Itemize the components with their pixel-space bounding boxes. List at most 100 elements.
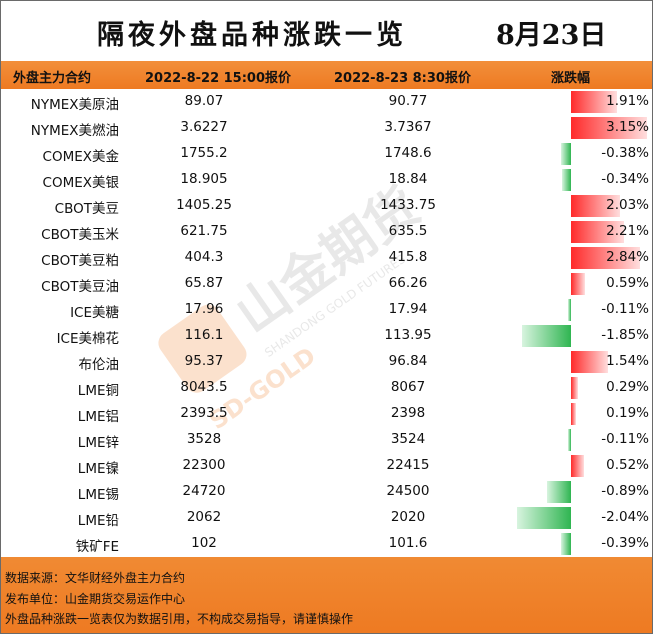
change-bar-up [571, 221, 624, 243]
contract-name: LME铜 [77, 383, 119, 399]
change-bar-up [571, 403, 576, 425]
prev-price: 89.07 [184, 93, 224, 109]
contract-name: ICE美棉花 [56, 331, 119, 347]
prev-price: 1755.2 [180, 145, 228, 161]
change-percent: 3.15% [606, 119, 649, 135]
change-percent: 2.84% [606, 249, 649, 265]
header-curr: 2022-8-23 8:30报价 [334, 71, 471, 86]
change-bar-up [571, 195, 620, 217]
change-percent: -0.11% [601, 431, 649, 447]
change-percent: -0.39% [601, 535, 649, 551]
prev-price: 22300 [182, 457, 226, 473]
change-bar-down [562, 169, 571, 191]
curr-price: 90.77 [388, 93, 428, 109]
change-percent: 0.29% [606, 379, 649, 395]
table-row: NYMEX美原油 89.07 90.77 1.91% [1, 89, 652, 115]
prev-price: 621.75 [180, 223, 228, 239]
change-bar-down [517, 507, 571, 529]
change-percent: 1.91% [606, 93, 649, 109]
change-percent: 1.54% [606, 353, 649, 369]
change-percent: -0.38% [601, 145, 649, 161]
change-bar-down [568, 429, 571, 451]
curr-price: 415.8 [388, 249, 428, 265]
curr-price: 2398 [390, 405, 426, 421]
curr-price: 3524 [390, 431, 426, 447]
prev-price: 18.905 [180, 171, 228, 187]
table-row: COMEX美金 1755.2 1748.6 -0.38% [1, 141, 652, 167]
page-title: 隔夜外盘品种涨跌一览 [97, 20, 407, 51]
prev-price: 1405.25 [176, 197, 232, 213]
prev-price: 17.96 [184, 301, 224, 317]
contract-name: NYMEX美原油 [30, 97, 119, 113]
contract-name: LME铝 [77, 409, 119, 425]
change-bar-down [522, 325, 571, 347]
contract-name: CBOT美豆油 [41, 279, 119, 295]
prev-price: 2393.5 [180, 405, 228, 421]
change-percent: 2.21% [606, 223, 649, 239]
change-percent: -2.04% [601, 509, 649, 525]
footer-source: 数据来源：文华财经外盘主力合约 [5, 571, 186, 585]
prev-price: 116.1 [184, 327, 224, 343]
header-prev: 2022-8-22 15:00报价 [145, 71, 292, 86]
curr-price: 635.5 [388, 223, 428, 239]
change-percent: -0.11% [601, 301, 649, 317]
table-row: CBOT美玉米 621.75 635.5 2.21% [1, 219, 652, 245]
change-bar-up [571, 247, 640, 269]
change-bar-down [568, 299, 571, 321]
curr-price: 66.26 [388, 275, 428, 291]
table-row: CBOT美豆粕 404.3 415.8 2.84% [1, 245, 652, 271]
prev-price: 3528 [186, 431, 222, 447]
contract-name: NYMEX美燃油 [30, 123, 119, 139]
change-bar-up [571, 273, 585, 295]
contract-name: CBOT美玉米 [41, 227, 119, 243]
curr-price: 2020 [390, 509, 426, 525]
prev-price: 404.3 [184, 249, 224, 265]
table-row: ICE美糖 17.96 17.94 -0.11% [1, 297, 652, 323]
curr-price: 17.94 [388, 301, 428, 317]
change-percent: 0.19% [606, 405, 649, 421]
table-row: ICE美棉花 116.1 113.95 -1.85% [1, 323, 652, 349]
change-bar-up [571, 377, 578, 399]
prev-price: 102 [191, 535, 217, 551]
curr-price: 18.84 [388, 171, 428, 187]
table-row: CBOT美豆 1405.25 1433.75 2.03% [1, 193, 652, 219]
header-change: 涨跌幅 [551, 71, 591, 86]
footer: 数据来源：文华财经外盘主力合约 发布单位：山金期货交易运作中心 外盘品种涨跌一览… [1, 557, 652, 633]
table-row: LME铜 8043.5 8067 0.29% [1, 375, 652, 401]
curr-price: 1748.6 [384, 145, 432, 161]
prev-price: 95.37 [184, 353, 224, 369]
change-percent: -0.89% [601, 483, 649, 499]
change-bar-down [561, 533, 571, 555]
curr-price: 96.84 [388, 353, 428, 369]
change-percent: 0.59% [606, 275, 649, 291]
table-row: 铁矿FE 102 101.6 -0.39% [1, 531, 652, 557]
curr-price: 1433.75 [380, 197, 436, 213]
contract-name: 布伦油 [78, 357, 120, 373]
change-bar-up [571, 351, 608, 373]
curr-price: 3.7367 [384, 119, 432, 135]
contract-name: COMEX美银 [42, 175, 119, 191]
table-row: LME锡 24720 24500 -0.89% [1, 479, 652, 505]
contract-name: COMEX美金 [42, 149, 119, 165]
table-row: LME镍 22300 22415 0.52% [1, 453, 652, 479]
table-row: COMEX美银 18.905 18.84 -0.34% [1, 167, 652, 193]
table-header: 外盘主力合约 2022-8-22 15:00报价 2022-8-23 8:30报… [1, 61, 652, 89]
contract-name: LME锌 [77, 435, 119, 451]
prev-price: 8043.5 [180, 379, 228, 395]
change-percent: 0.52% [606, 457, 649, 473]
footer-publisher: 发布单位：山金期货交易运作中心 [5, 592, 186, 606]
table-row: LME铝 2393.5 2398 0.19% [1, 401, 652, 427]
change-bar-up [571, 455, 584, 477]
contract-name: LME镍 [77, 461, 119, 477]
contract-name: LME铅 [77, 513, 119, 529]
contract-name: LME锡 [77, 487, 119, 503]
change-bar-up [571, 117, 647, 139]
footer-disclaimer: 外盘品种涨跌一览表仅为数据引用，不构成交易指导，请谨慎操作 [5, 612, 354, 626]
curr-price: 113.95 [384, 327, 432, 343]
prev-price: 24720 [182, 483, 226, 499]
prev-price: 65.87 [184, 275, 224, 291]
curr-price: 8067 [390, 379, 426, 395]
table-row: LME铅 2062 2020 -2.04% [1, 505, 652, 531]
table-row: NYMEX美燃油 3.6227 3.7367 3.15% [1, 115, 652, 141]
